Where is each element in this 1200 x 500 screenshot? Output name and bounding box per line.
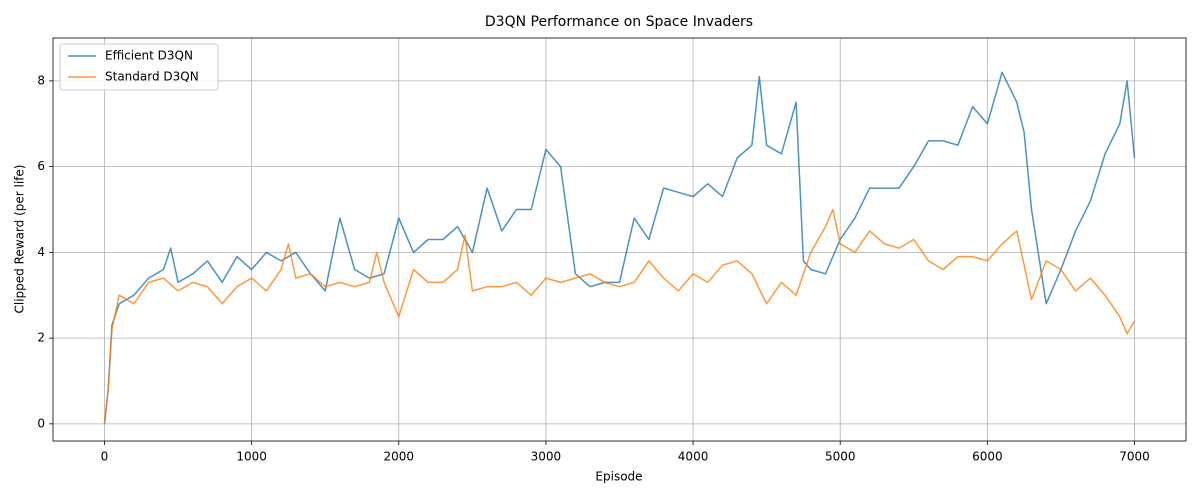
plot-frame (52, 37, 1187, 442)
x-tick-label: 4000 (678, 450, 709, 464)
x-tick-label: 0 (101, 450, 109, 464)
x-tick-label: 7000 (1119, 450, 1150, 464)
y-tick-label: 0 (37, 416, 45, 430)
y-tick-label: 6 (37, 159, 45, 173)
y-tick-label: 2 (37, 331, 45, 345)
x-axis-label: Episode (595, 470, 642, 484)
x-tick-label: 2000 (384, 450, 415, 464)
x-tick-label: 1000 (236, 450, 267, 464)
y-axis-label: Clipped Reward (per life) (13, 165, 27, 314)
data-line (103, 208, 1136, 424)
y-tick-label: 4 (37, 245, 45, 259)
x-tick-label: 6000 (972, 450, 1003, 464)
y-tick-label: 8 (37, 73, 45, 87)
legend-box (59, 43, 219, 91)
chart-title: D3QN Performance on Space Invaders (485, 14, 753, 30)
data-line (103, 71, 1136, 424)
legend-label: Efficient D3QN (105, 49, 193, 63)
legend-label: Standard D3QN (105, 70, 199, 84)
x-tick-label: 5000 (825, 450, 856, 464)
x-tick-label: 3000 (531, 450, 562, 464)
